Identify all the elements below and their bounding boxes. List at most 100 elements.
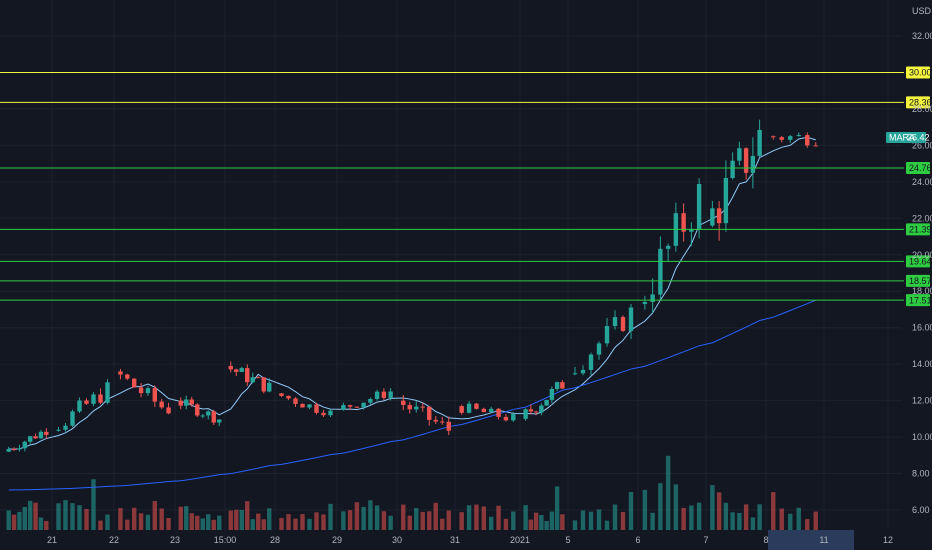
volume-bar bbox=[125, 519, 130, 530]
candle-body bbox=[374, 391, 380, 399]
volume-bar bbox=[788, 513, 793, 530]
volume-bar bbox=[757, 504, 762, 530]
volume-bar bbox=[22, 506, 28, 530]
volume-bar bbox=[38, 517, 44, 530]
volume-bar bbox=[620, 511, 626, 530]
candle-body bbox=[549, 389, 555, 400]
candle-body bbox=[118, 371, 123, 375]
volume-bar bbox=[217, 515, 222, 530]
time-axis[interactable]: 21 22 23 15:00 28 29 30 31 2021 5 6 7 8 11 12 bbox=[47, 535, 893, 545]
volume-bar bbox=[813, 511, 818, 530]
volume-bar bbox=[544, 520, 549, 530]
candle-body bbox=[217, 419, 222, 423]
candle-body bbox=[560, 382, 565, 389]
candle-body bbox=[166, 407, 171, 414]
volume-bar bbox=[300, 514, 305, 530]
candle-body bbox=[596, 343, 602, 355]
candle-body bbox=[466, 403, 472, 413]
price-tick-label: 28.00 bbox=[912, 104, 932, 114]
volume-bar bbox=[779, 508, 784, 530]
volume-bar bbox=[138, 513, 144, 530]
volume-bar bbox=[228, 510, 233, 530]
volume-bar bbox=[503, 518, 509, 530]
volume-bar bbox=[681, 507, 686, 530]
time-tick-label: 30 bbox=[392, 535, 402, 545]
volume-bar bbox=[328, 503, 333, 530]
candle-body bbox=[743, 148, 749, 173]
candle-body bbox=[293, 398, 298, 404]
volume-bar bbox=[572, 520, 578, 530]
candle-body bbox=[474, 403, 479, 409]
candle-body bbox=[723, 178, 729, 224]
volume-bar bbox=[195, 515, 200, 530]
volume-bar bbox=[256, 513, 261, 530]
volume-bar bbox=[466, 505, 472, 530]
volume-bar bbox=[279, 517, 284, 530]
volume-bar bbox=[440, 518, 445, 530]
time-tick-label: 31 bbox=[450, 535, 460, 545]
volume-bar bbox=[6, 510, 11, 530]
volume-bar bbox=[368, 500, 373, 530]
candle-body bbox=[710, 208, 715, 226]
volume-bar bbox=[261, 519, 266, 530]
volume-bar bbox=[474, 504, 479, 530]
price-tick-label: 24.00 bbox=[912, 177, 932, 187]
time-tick-label: 15:00 bbox=[214, 535, 237, 545]
time-axis-highlight bbox=[768, 530, 854, 550]
level-tag-label: 28.36 bbox=[909, 98, 932, 108]
long-moving-average bbox=[8, 299, 816, 491]
volume-bar bbox=[696, 502, 702, 530]
volume-bar bbox=[206, 514, 211, 530]
candle-body bbox=[211, 411, 216, 423]
volume-bar bbox=[488, 516, 494, 530]
candle-body bbox=[261, 377, 266, 392]
time-tick-label: 6 bbox=[635, 535, 640, 545]
candle-body bbox=[533, 411, 539, 413]
volume-bar bbox=[361, 506, 366, 530]
candle-body bbox=[650, 294, 655, 302]
volume-bar bbox=[596, 509, 602, 530]
candle-body bbox=[658, 248, 663, 295]
candle-body bbox=[33, 436, 38, 439]
time-tick-label: 28 bbox=[270, 535, 280, 545]
candle-body bbox=[407, 404, 412, 410]
level-tag bbox=[906, 255, 930, 268]
price-axis[interactable]: 6.00 8.00 10.00 12.00 14.00 16.00 18.00 20.00 22… bbox=[912, 31, 932, 515]
volume-bar bbox=[374, 505, 380, 530]
candle-body bbox=[228, 365, 233, 370]
candle-body bbox=[256, 377, 261, 379]
volume-bar bbox=[17, 511, 22, 530]
volume-bar bbox=[796, 507, 801, 530]
candle-body bbox=[234, 369, 239, 372]
volume-bar bbox=[549, 511, 555, 530]
volume-bar bbox=[665, 455, 671, 530]
price-tick-label: 26.00 bbox=[912, 140, 932, 150]
volume-bar bbox=[414, 508, 419, 530]
horizontal-levels[interactable]: 30.00 28.36 24.76 21.39 19.64 18.57 17.51 bbox=[0, 66, 932, 307]
volume-bar bbox=[427, 511, 432, 530]
time-tick-label: 11 bbox=[819, 535, 828, 545]
volume-bar bbox=[44, 520, 49, 530]
candle-body bbox=[195, 404, 200, 416]
last-price-symbol: MARA bbox=[889, 133, 915, 143]
candle-body bbox=[488, 408, 494, 413]
volume-bar bbox=[307, 518, 312, 530]
volume-bar bbox=[401, 504, 406, 530]
time-tick-label: 21 bbox=[47, 535, 57, 545]
time-tick-label: 22 bbox=[109, 535, 119, 545]
candle-body bbox=[63, 425, 68, 430]
time-tick-label: 7 bbox=[703, 535, 708, 545]
candlesticks bbox=[6, 119, 818, 453]
candle-body bbox=[300, 403, 305, 408]
volume-bar bbox=[805, 519, 810, 530]
price-tick-label: 12.00 bbox=[912, 396, 932, 406]
candle-body bbox=[528, 409, 534, 412]
volume-bar bbox=[166, 517, 171, 530]
candle-body bbox=[77, 400, 82, 412]
candle-body bbox=[6, 449, 11, 452]
candle-body bbox=[716, 208, 722, 224]
volume-bar bbox=[446, 510, 451, 530]
candle-body bbox=[347, 405, 353, 407]
volume-bar bbox=[314, 512, 319, 530]
